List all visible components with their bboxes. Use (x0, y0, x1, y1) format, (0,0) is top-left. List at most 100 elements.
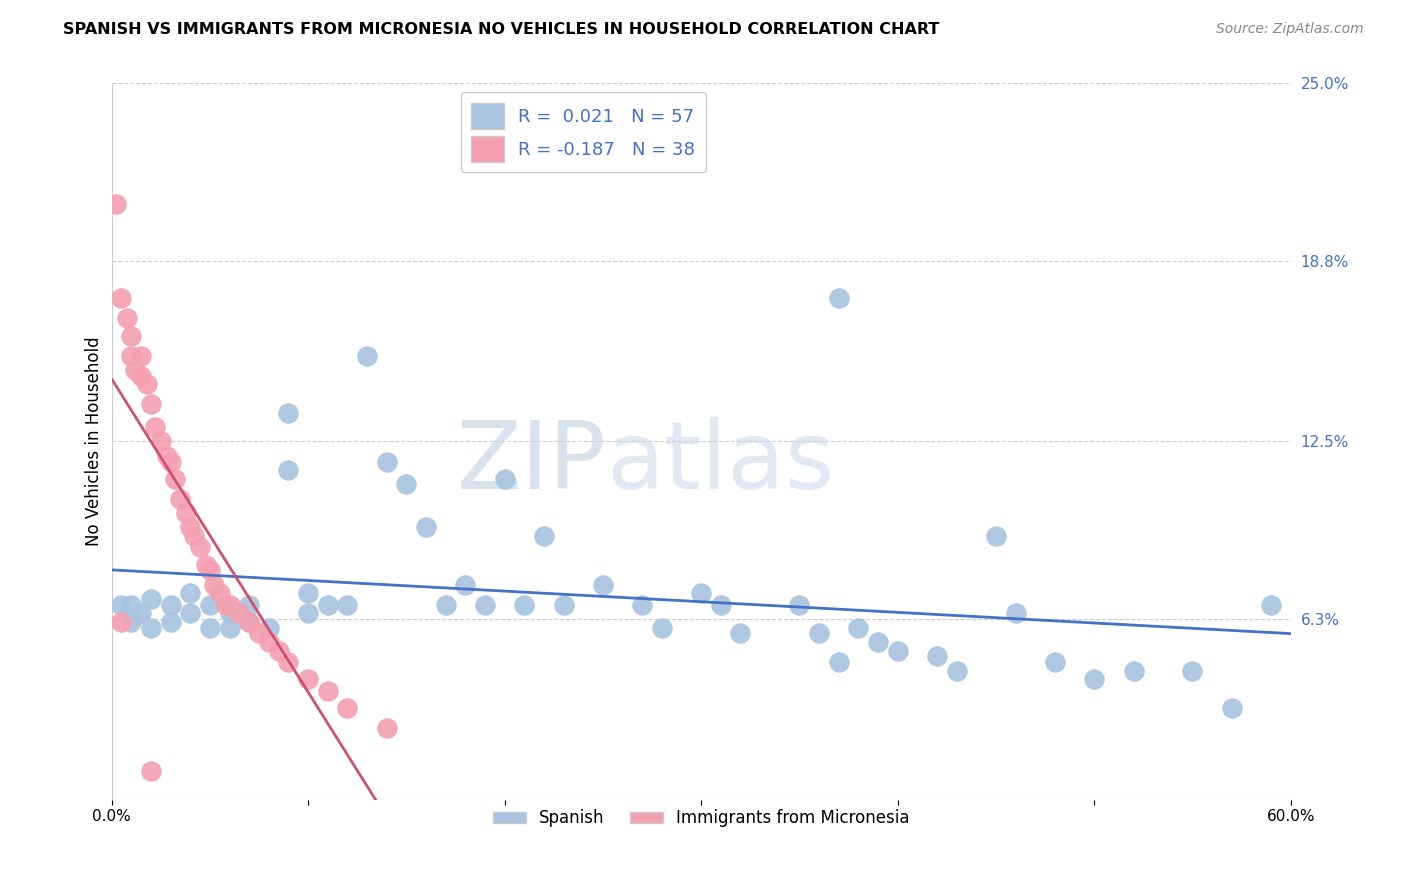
Point (356, 349, 378, 363)
Point (257, 621, 280, 635)
Point (169, 491, 191, 506)
Point (104, 196, 127, 211)
Point (533, 529, 555, 543)
Y-axis label: No Vehicles in Household: No Vehicles in Household (86, 336, 103, 546)
Point (194, 558, 217, 572)
Point (120, 349, 142, 363)
Point (375, 721, 398, 735)
Point (228, 607, 250, 621)
Point (179, 607, 201, 621)
Legend: Spanish, Immigrants from Micronesia: Spanish, Immigrants from Micronesia (486, 803, 917, 834)
Point (651, 621, 673, 635)
Point (925, 649, 948, 664)
Point (553, 598, 575, 612)
Point (139, 592, 162, 607)
Point (198, 621, 221, 635)
Point (218, 621, 240, 635)
Point (494, 472, 516, 486)
Point (198, 598, 221, 612)
Point (208, 586, 231, 600)
Point (513, 598, 536, 612)
Point (179, 520, 201, 534)
Point (143, 420, 166, 434)
Point (828, 291, 851, 305)
Point (316, 683, 339, 698)
Point (316, 598, 339, 612)
Point (277, 655, 299, 669)
Point (730, 626, 752, 640)
Point (474, 598, 496, 612)
Text: Source: ZipAtlas.com: Source: ZipAtlas.com (1216, 22, 1364, 37)
Point (848, 621, 870, 635)
Point (267, 643, 290, 657)
Text: atlas: atlas (607, 417, 835, 509)
Point (710, 598, 733, 612)
Point (297, 672, 319, 686)
Point (176, 506, 198, 520)
Text: ZIP: ZIP (457, 417, 607, 509)
Point (1004, 607, 1026, 621)
Point (631, 598, 654, 612)
Point (336, 701, 359, 715)
Point (124, 363, 146, 377)
Point (1083, 672, 1105, 686)
Point (238, 598, 260, 612)
Point (247, 626, 270, 640)
Point (129, 607, 152, 621)
Point (297, 586, 319, 600)
Point (1220, 701, 1243, 715)
Point (434, 598, 457, 612)
Point (139, 397, 162, 411)
Point (129, 349, 152, 363)
Point (139, 621, 162, 635)
Point (592, 577, 614, 591)
Point (129, 368, 152, 383)
Point (188, 541, 211, 555)
Point (156, 449, 179, 463)
Point (110, 291, 132, 305)
Point (808, 626, 831, 640)
Point (120, 328, 142, 343)
Point (183, 529, 205, 543)
Point (139, 764, 162, 778)
Point (415, 520, 437, 534)
Point (277, 406, 299, 420)
Point (690, 586, 713, 600)
Point (159, 454, 181, 468)
Point (395, 477, 418, 491)
Point (198, 563, 221, 577)
Point (120, 615, 142, 629)
Point (257, 635, 280, 649)
Point (238, 615, 260, 629)
Point (828, 655, 851, 669)
Point (136, 377, 159, 392)
Point (149, 434, 172, 449)
Point (238, 615, 260, 629)
Point (454, 577, 477, 591)
Point (886, 643, 908, 657)
Point (117, 311, 139, 326)
Point (159, 615, 181, 629)
Point (277, 463, 299, 477)
Point (1260, 598, 1282, 612)
Point (202, 577, 225, 591)
Point (945, 664, 967, 678)
Point (336, 598, 359, 612)
Point (1181, 664, 1204, 678)
Text: SPANISH VS IMMIGRANTS FROM MICRONESIA NO VEHICLES IN HOUSEHOLD CORRELATION CHART: SPANISH VS IMMIGRANTS FROM MICRONESIA NO… (63, 22, 939, 37)
Point (110, 615, 132, 629)
Point (163, 472, 186, 486)
Point (375, 454, 398, 468)
Point (866, 635, 889, 649)
Point (1043, 655, 1066, 669)
Point (110, 598, 132, 612)
Point (159, 598, 181, 612)
Point (984, 529, 1007, 543)
Point (179, 586, 201, 600)
Point (120, 598, 142, 612)
Point (218, 607, 240, 621)
Point (789, 598, 811, 612)
Point (1122, 664, 1144, 678)
Point (218, 598, 240, 612)
Point (214, 598, 236, 612)
